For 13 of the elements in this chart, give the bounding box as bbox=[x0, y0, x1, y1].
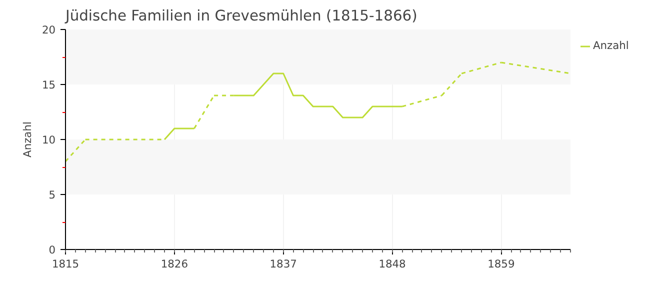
y-tick-label: 10 bbox=[42, 134, 56, 146]
y-axis-title: Anzahl bbox=[20, 122, 34, 158]
x-tick-label: 1837 bbox=[270, 258, 297, 270]
x-tick-label: 1826 bbox=[160, 258, 188, 270]
y-tick-label: 5 bbox=[48, 188, 56, 202]
y-tick-label: 20 bbox=[42, 24, 56, 36]
legend-label: Anzahl bbox=[593, 39, 629, 52]
chart-title: Jüdische Familien in Grevesmühlen (1815-1866) bbox=[64, 8, 418, 24]
x-tick-label: 1815 bbox=[52, 258, 80, 270]
y-tick-label: 0 bbox=[48, 244, 56, 256]
x-tick-label: 1848 bbox=[378, 258, 406, 270]
x-tick-label: 1859 bbox=[488, 258, 515, 270]
y-tick-label: 15 bbox=[42, 78, 56, 92]
